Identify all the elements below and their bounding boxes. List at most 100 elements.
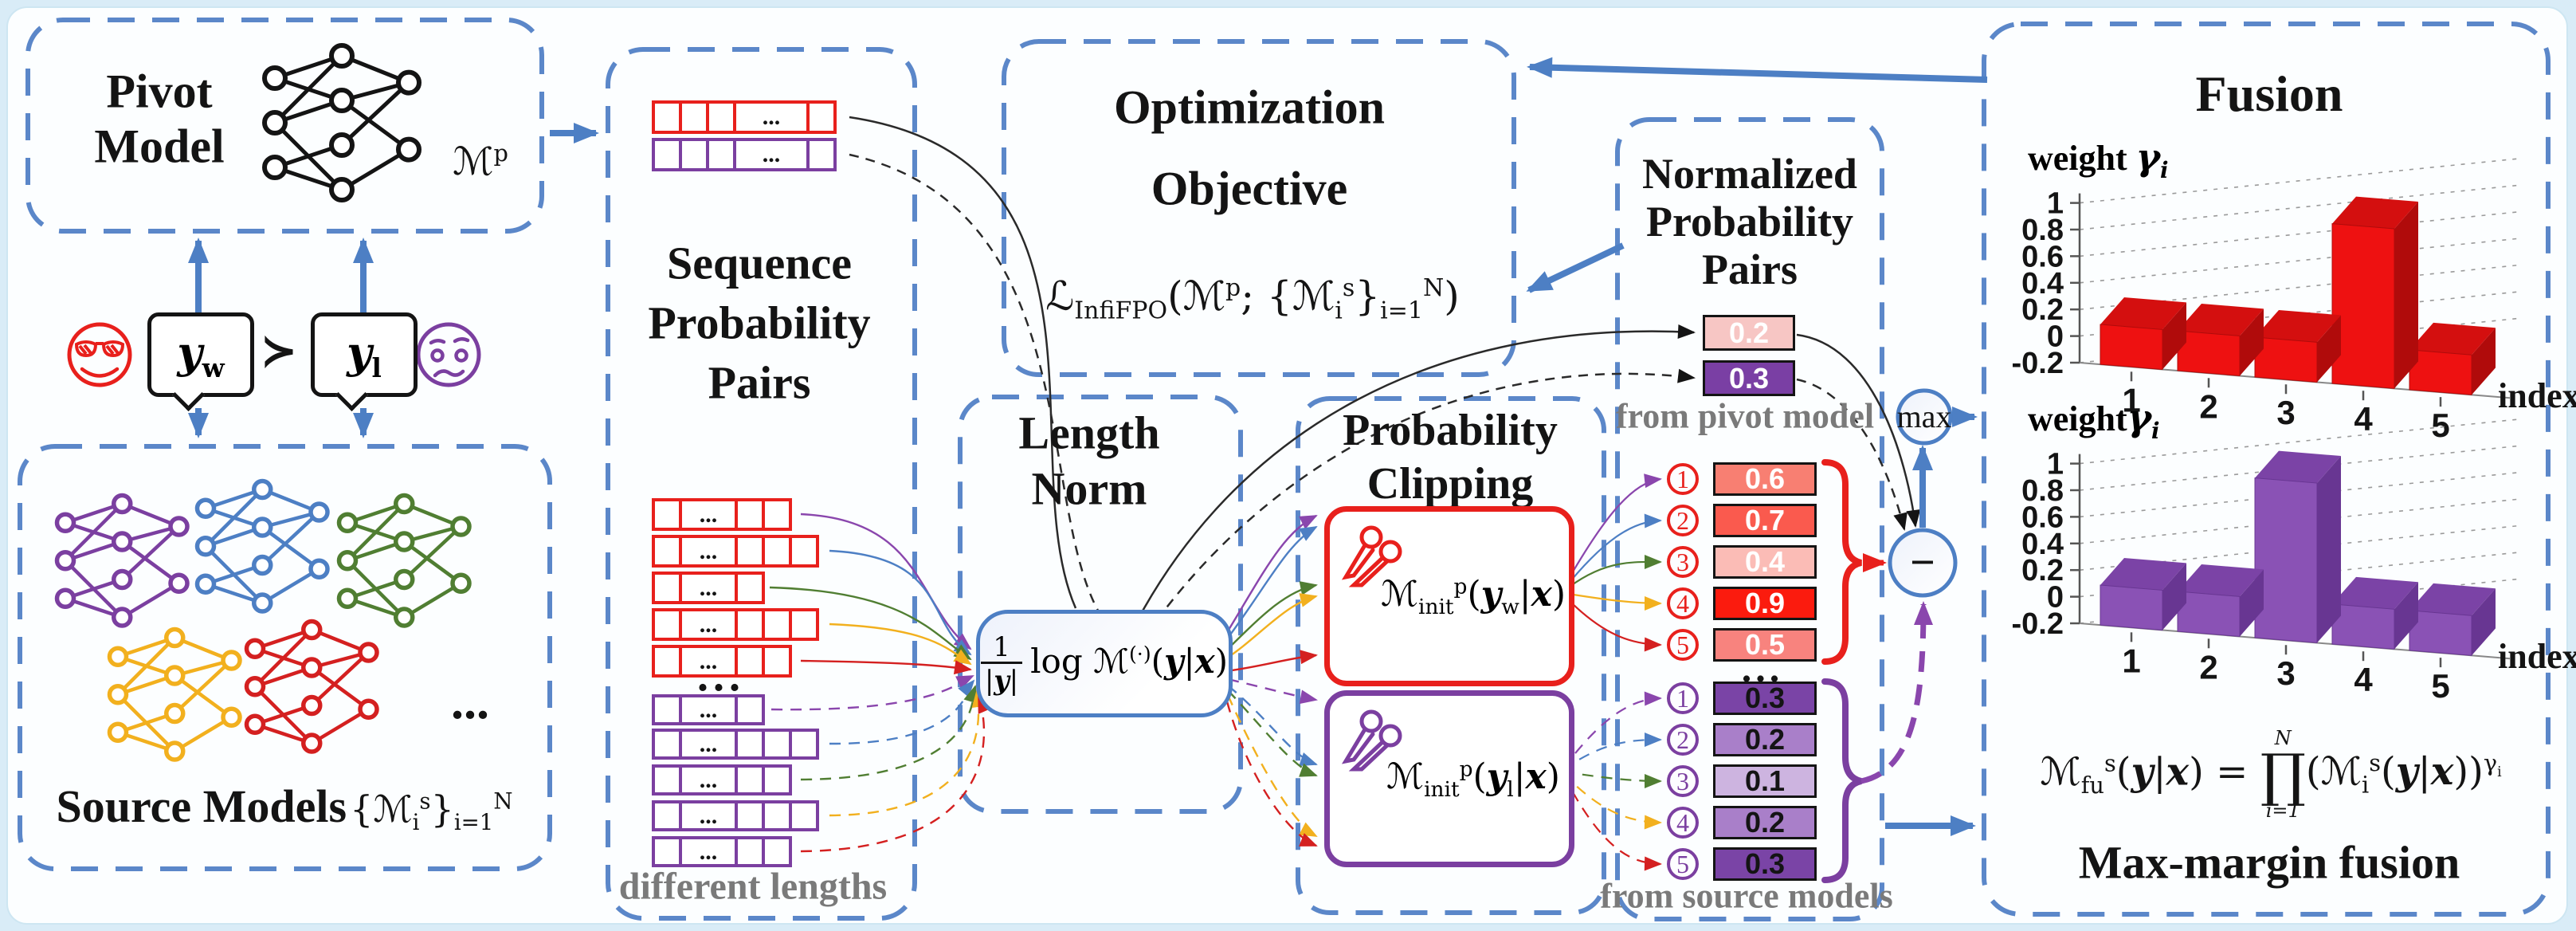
y-tick-label: 1 <box>2047 187 2064 221</box>
sequence-token-cell <box>679 100 709 134</box>
winclip-out-2 <box>1562 513 1662 591</box>
sequence-token-cell <box>652 138 682 171</box>
bar-front-face <box>2100 584 2163 631</box>
sequence-title-line3: Pairs <box>708 356 811 409</box>
bar-top-face <box>2178 564 2264 597</box>
normalized-group-ellipsis: ... <box>1741 646 1784 690</box>
loseclip-out-1 <box>1562 691 1662 769</box>
winner-scissors-icon <box>1341 525 1402 587</box>
y-axis-title: weight γi <box>2028 136 2169 184</box>
bar-top-face <box>2255 450 2341 484</box>
sequence-pairs-panel <box>606 47 917 921</box>
loser-pivot-flow-line2 <box>1155 368 1696 621</box>
winner-index-circle: 1 <box>1667 463 1699 495</box>
max-label: max <box>1897 399 1952 434</box>
winclip-out-3 <box>1562 554 1662 592</box>
bar-top-face <box>2255 309 2341 343</box>
minus-node <box>1888 528 1958 598</box>
bar-front-face <box>2254 336 2318 383</box>
sequence-token-cell: ... <box>733 100 810 134</box>
sequence-token-cell <box>735 535 765 568</box>
x-tick-label: 4 <box>2354 400 2373 438</box>
max-node <box>1896 388 1953 446</box>
loser-scissors-icon <box>1341 709 1402 772</box>
bar-top-face <box>2100 558 2186 591</box>
loser-response-label: yl <box>347 326 382 383</box>
pivot-loser-prob: 0.3 <box>1703 360 1795 396</box>
winner-prob-value: 0.4 <box>1713 545 1817 579</box>
clipping-title-line2: Clipping <box>1366 459 1534 509</box>
winclip-out-5 <box>1562 594 1662 652</box>
bar-top-face <box>2100 297 2186 330</box>
norm-to-loseclip-4 <box>1226 694 1318 838</box>
fusion-title: Fusion <box>2195 65 2343 122</box>
loser-prob-value: 0.3 <box>1713 682 1817 715</box>
length-norm-frac-den: |y| <box>980 661 1023 694</box>
loser-prob-value: 0.3 <box>1713 847 1817 881</box>
preference-relation: ≻ <box>260 324 298 377</box>
flow-winner-1 <box>800 513 972 650</box>
fusion-formula: ℳfus(y|x) = N ∏ i=1 (ℳis(y|x))γi <box>2040 727 2502 823</box>
pivot-winner-prob: 0.2 <box>1703 315 1795 351</box>
winner-prob-value: 0.5 <box>1713 628 1817 662</box>
y-tick-label: 0.4 <box>2021 528 2064 561</box>
loser-prob-value: 0.1 <box>1713 764 1817 798</box>
source-network-icon-3 <box>336 493 472 628</box>
bar-side-face <box>2472 328 2496 395</box>
winner-index-circle: 2 <box>1667 505 1699 536</box>
length-norm-title-line2: Norm <box>1031 462 1147 515</box>
fusion-panel <box>1982 22 2551 917</box>
sequence-token-cell <box>789 729 819 760</box>
bar-side-face <box>2240 308 2264 376</box>
bar-top-face <box>2409 322 2496 356</box>
winner-sequence-row: ... <box>652 535 819 568</box>
loser-index-circle: 1 <box>1667 682 1699 714</box>
sequence-token-cell: ... <box>733 138 810 171</box>
sequence-token-cell <box>762 800 792 831</box>
sequence-token-cell <box>735 694 765 725</box>
winner-response-bubble: yw <box>147 312 254 397</box>
bar-front-face <box>2177 591 2241 638</box>
sequence-token-cell <box>652 100 682 134</box>
sequence-token-cell <box>762 535 792 568</box>
x-tick-label: 3 <box>2276 654 2295 692</box>
sequence-token-cell <box>735 572 765 604</box>
loser-clip-formula: ℳinitp(yl|x) <box>1386 756 1560 802</box>
winner-pivot-to-minus <box>1796 333 1921 528</box>
winner-sequence-row-top: ... <box>652 100 837 134</box>
grid-line <box>2079 157 2523 204</box>
sequence-token-cell: ... <box>679 608 738 641</box>
sequence-title-line2: Probability <box>648 297 871 349</box>
sequence-token-cell <box>652 498 682 531</box>
sequence-token-cell <box>762 729 792 760</box>
loser-sequence-row: ... <box>652 694 765 725</box>
figure-sheet <box>6 6 2568 925</box>
grid-line <box>2079 498 2523 544</box>
sequence-token-cell <box>789 608 819 641</box>
source-ellipsis: ... <box>451 673 489 729</box>
source-network-icon-2 <box>194 478 330 614</box>
sequence-token-cell <box>652 800 682 831</box>
pivot-title-line2: Model <box>94 120 225 173</box>
sequence-token-cell <box>652 764 682 795</box>
y-tick-label: -0.2 <box>2012 347 2064 380</box>
grid-line <box>2079 471 2523 518</box>
length-norm-formula-box: 1 |y| log ℳ(·)(y|x) <box>976 610 1233 717</box>
pivot-model-panel <box>25 18 544 234</box>
x-tick-label: 2 <box>2199 648 2217 685</box>
bar-side-face <box>2162 563 2186 630</box>
y-tick-label: 0.2 <box>2021 293 2064 327</box>
winner-prob-value: 0.9 <box>1713 587 1817 620</box>
sequence-token-cell <box>735 498 765 531</box>
loser-clipping-box: ℳinitp(yl|x) <box>1324 690 1574 867</box>
bar-top-face <box>2332 576 2418 610</box>
sequence-token-cell: ... <box>679 572 738 604</box>
sequence-footnote: different lengths <box>618 865 888 908</box>
flow-winner-2 <box>829 549 972 656</box>
y-tick-label: -0.2 <box>2012 607 2064 641</box>
winner-prob-value: 0.7 <box>1713 504 1817 537</box>
sequence-token-cell: ... <box>679 498 738 531</box>
bar-top-face <box>2409 583 2496 616</box>
norm-to-loseclip-5 <box>1225 701 1318 847</box>
